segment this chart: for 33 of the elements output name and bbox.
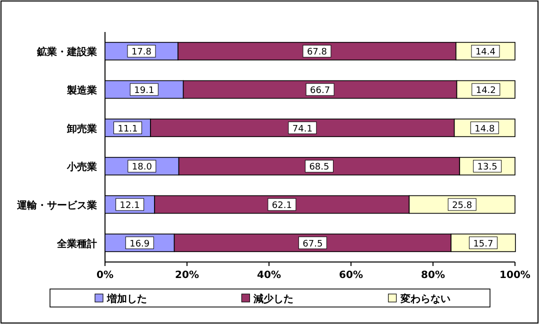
y-tick-label: 全業種計: [56, 238, 97, 250]
y-tick-label: 卸売業: [66, 122, 97, 135]
data-label: 14.2: [476, 86, 496, 96]
data-label: 67.5: [302, 239, 323, 250]
data-label: 16.9: [130, 239, 150, 250]
y-tick-label: 鉱業・建設業: [36, 46, 97, 58]
x-tick-label: 40%: [257, 270, 281, 281]
data-label: 62.1: [272, 201, 292, 211]
y-tick-label: 小売業: [66, 161, 97, 174]
y-tick-label: 製造業: [66, 84, 97, 96]
x-tick-label: 20%: [175, 270, 199, 281]
data-label: 25.8: [452, 201, 472, 211]
data-label: 66.7: [310, 86, 330, 96]
data-label: 68.5: [309, 162, 330, 173]
data-label: 12.1: [120, 201, 140, 211]
data-label: 15.7: [473, 239, 494, 250]
data-label: 14.4: [475, 48, 496, 58]
x-tick-label: 80%: [421, 270, 445, 281]
y-tick-label: 運輸・サービス業: [16, 200, 97, 212]
data-label: 67.8: [306, 48, 328, 58]
x-tick-label: 100%: [500, 270, 530, 281]
legend-label: 増加した: [106, 293, 147, 305]
data-label: 11.1: [118, 124, 138, 134]
x-tick-label: 60%: [339, 270, 363, 281]
data-label: 19.1: [134, 86, 154, 96]
legend-label: 変わらない: [399, 293, 450, 305]
legend-label: 減少した: [252, 293, 294, 305]
data-label: 14.8: [474, 124, 495, 134]
data-label: 13.5: [477, 162, 498, 173]
data-label: 74.1: [292, 124, 312, 134]
data-label: 18.0: [132, 162, 152, 173]
x-tick-label: 0%: [96, 270, 114, 281]
data-label: 17.8: [131, 48, 152, 58]
